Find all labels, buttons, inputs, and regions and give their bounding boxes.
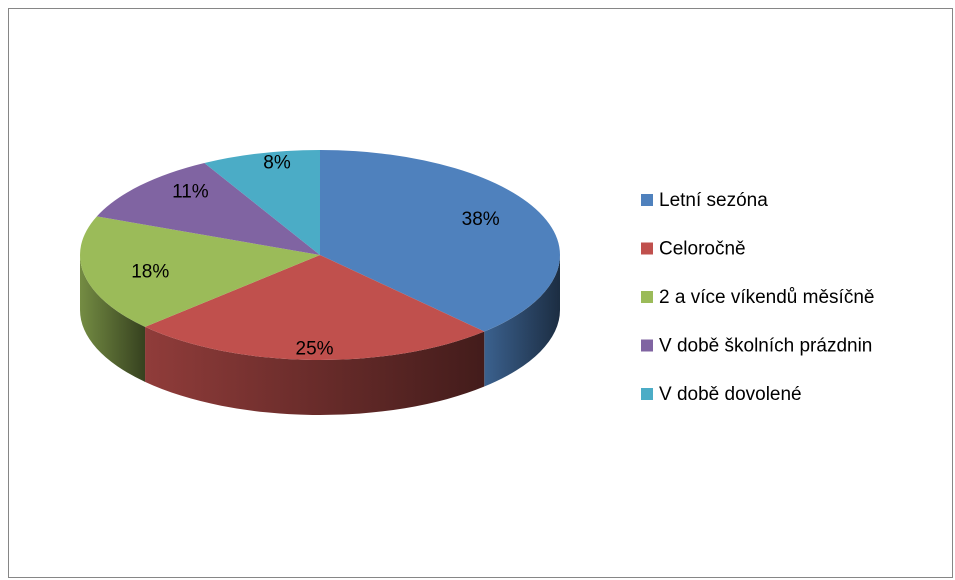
legend-swatch (641, 339, 653, 352)
data-label: 8% (263, 152, 291, 173)
slice-side (80, 255, 146, 382)
legend-swatch (641, 194, 653, 206)
data-label: 38% (462, 209, 500, 230)
slice-side (145, 326, 485, 416)
legend-label: Letní sezóna (659, 190, 768, 211)
slice (96, 162, 321, 255)
legend-label: V době dovolené (659, 384, 802, 405)
slice (145, 255, 485, 360)
slice-side (484, 255, 560, 387)
slice (80, 216, 320, 327)
legend-label: V době školních prázdnin (659, 336, 872, 357)
data-label: 18% (131, 262, 169, 283)
legend-swatch (641, 388, 653, 400)
slice (204, 150, 320, 255)
legend-label: Celoročně (659, 239, 746, 260)
data-label: 25% (296, 338, 334, 359)
legend-swatch (641, 291, 653, 303)
slice (320, 150, 561, 332)
legend-swatch (641, 242, 653, 255)
data-label: 11% (172, 182, 209, 203)
legend-label: 2 a více víkendů měsíčně (659, 287, 874, 308)
